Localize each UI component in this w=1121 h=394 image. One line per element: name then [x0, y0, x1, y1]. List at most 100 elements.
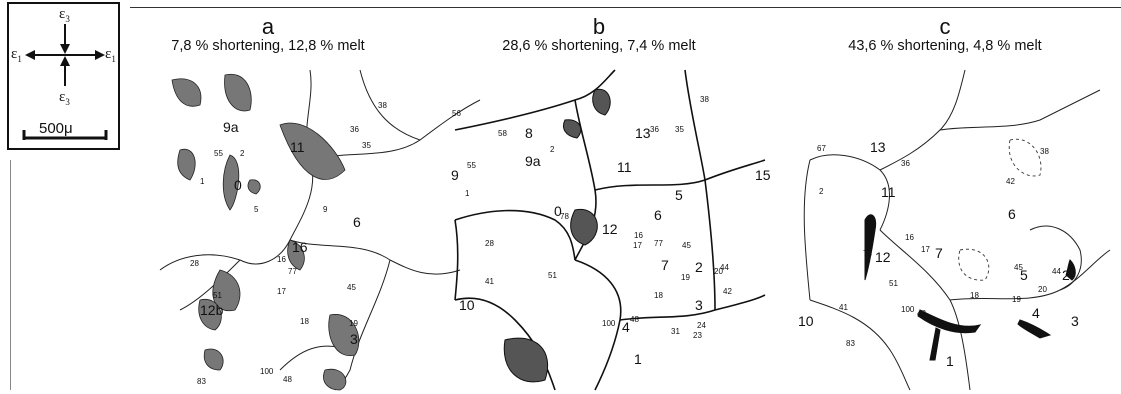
panel-a-micrograph: 9a 11 0 6 16 12b 3 38 36 35 55 2 1 9 5 28 16 77 17 51 45 18 19… [159, 69, 490, 391]
inclusion-label: 16 [905, 233, 914, 242]
inclusion-label: 36 [350, 125, 359, 134]
inclusion-label: 45 [347, 283, 356, 292]
inclusion-label: 17 [921, 245, 930, 254]
grain-label: 11 [290, 139, 305, 155]
grain-label: 0 [234, 177, 242, 193]
inclusion-label: 28 [485, 239, 494, 248]
grain-label: 7 [661, 257, 669, 273]
strain-left-label: ε1 [11, 46, 22, 64]
scale-bar-label: 500μ [39, 120, 73, 137]
grain-label: 16 [292, 239, 308, 255]
inclusion-label: 45 [682, 241, 691, 250]
grain-label: 8 [525, 125, 533, 141]
grain-label: 9 [451, 167, 459, 183]
panel-a-caption: 7,8 % shortening, 12,8 % melt [171, 38, 365, 54]
inclusion-label: 36 [650, 125, 659, 134]
inclusion-label: 36 [901, 159, 910, 168]
strain-top-label: ε3 [59, 6, 70, 24]
grain-label: 15 [755, 167, 771, 183]
inclusion-label: 51 [548, 271, 557, 280]
grain-label: 1 [634, 351, 642, 367]
inclusion-label: 77 [288, 267, 297, 276]
inclusion-label: 17 [633, 241, 642, 250]
panel-c-grain-boundaries [803, 69, 1111, 391]
inclusion-label: 18 [970, 291, 979, 300]
inclusion-label: 100 [901, 305, 915, 314]
inclusion-label: 55 [467, 161, 476, 170]
inclusion-label: 16 [277, 255, 286, 264]
inclusion-label: 48 [630, 315, 639, 324]
inclusion-label: 16 [634, 231, 643, 240]
top-divider [130, 7, 1121, 8]
inclusion-label: 5 [254, 205, 259, 214]
inclusion-label: 17 [277, 287, 286, 296]
grain-label: 12 [875, 249, 891, 265]
inclusion-label: 100 [602, 319, 616, 328]
grain-label: 2 [695, 259, 703, 275]
inclusion-label: 48 [283, 375, 292, 384]
inclusion-label: 38 [1040, 147, 1049, 156]
inclusion-label: 19 [681, 273, 690, 282]
inclusion-label: 1 [465, 189, 470, 198]
strain-legend: ε3 ε3 ε1 ε1 500μ [7, 2, 120, 150]
inclusion-label: 24 [697, 321, 706, 330]
inclusion-label: 38 [700, 95, 709, 104]
inclusion-label: 42 [1006, 177, 1015, 186]
grain-label: 4 [622, 319, 630, 335]
inclusion-label: 38 [378, 101, 387, 110]
inclusion-label: 35 [362, 141, 371, 150]
grain-label: 12b [200, 302, 224, 318]
strain-bottom-label: ε3 [59, 89, 70, 107]
grain-label: 4 [1032, 305, 1040, 321]
inclusion-label: 19 [1012, 295, 1021, 304]
strain-right-label: ε1 [105, 46, 116, 64]
grain-label: 2 [1062, 267, 1070, 283]
panel-b-grain-boundaries [454, 69, 766, 391]
inclusion-label: 20 [1038, 285, 1047, 294]
grain-label: 11 [617, 159, 632, 175]
inclusion-label: 78 [863, 249, 872, 258]
inclusion-label: 83 [197, 377, 206, 386]
inclusion-label: 78 [560, 212, 569, 221]
inclusion-label: 31 [671, 327, 680, 336]
grain-label: 10 [798, 313, 814, 329]
inclusion-label: 51 [213, 291, 222, 300]
inclusion-label: 2 [550, 145, 555, 154]
inclusion-label: 48 [917, 309, 926, 318]
grain-label: 12 [602, 221, 618, 237]
grain-label: 9a [525, 153, 541, 169]
panel-b-caption: 28,6 % shortening, 7,4 % melt [502, 38, 696, 54]
inclusion-label: 18 [654, 291, 663, 300]
inclusion-label: 67 [817, 144, 826, 153]
panel-b-letter: b [592, 14, 606, 39]
inclusion-label: 56 [452, 109, 461, 118]
grain-label: 6 [1008, 206, 1016, 222]
inclusion-label: 100 [260, 367, 274, 376]
inclusion-label: 1 [200, 177, 205, 186]
grain-label: 5 [675, 187, 683, 203]
inclusion-label: 2 [819, 187, 824, 196]
grain-label: 1 [946, 353, 954, 369]
inclusion-label: 55 [214, 149, 223, 158]
inclusion-label: 41 [839, 303, 848, 312]
grain-label: 3 [350, 331, 358, 347]
inclusion-label: 9 [323, 205, 328, 214]
inclusion-label: 28 [190, 259, 199, 268]
grain-label: 5 [1020, 267, 1028, 283]
grain-label: 0 [554, 203, 562, 219]
left-divider [10, 160, 11, 390]
inclusion-label: 18 [300, 317, 309, 326]
strain-arrows-diagram [22, 24, 108, 140]
inclusion-label: 41 [485, 277, 494, 286]
inclusion-label: 2 [240, 149, 245, 158]
inclusion-label: 19 [349, 319, 358, 328]
inclusion-label: 42 [723, 287, 732, 296]
grain-label: 13 [870, 139, 886, 155]
panel-a-letter: a [261, 14, 275, 39]
inclusion-label: 51 [889, 279, 898, 288]
panel-c-micrograph: 13 11 6 12 7 5 2 10 4 3 1 67 36 38 2 42 16 78 17 45 44 20 51 18… [790, 69, 1120, 391]
panel-b-micrograph: 8 13 9a 11 9 0 12 15 5 6 7 2 10 3 4 1 38 56 58 36 35 55 2 1 78 28… [445, 69, 775, 391]
inclusion-label: 44 [720, 263, 729, 272]
inclusion-label: 44 [1052, 267, 1061, 276]
inclusion-label: 77 [654, 239, 663, 248]
